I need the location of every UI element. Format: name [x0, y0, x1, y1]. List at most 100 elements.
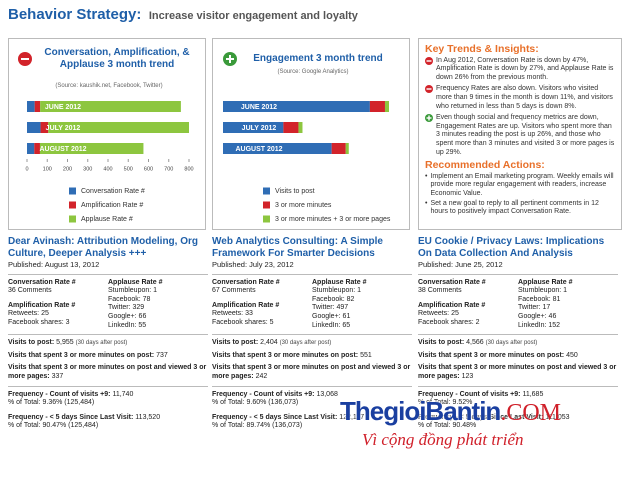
legend-swatch [69, 187, 76, 195]
published-date: Published: August 13, 2012 [8, 260, 100, 269]
category-label: JULY 2012 [242, 125, 277, 132]
category-label: AUGUST 2012 [39, 146, 86, 153]
insight-text: Frequency Rates are also down. Visitors … [436, 85, 613, 110]
x-tick-label: 600 [144, 166, 153, 172]
frequency-total: % of Total: 90.47% (125,484) [8, 422, 99, 430]
visits-value: 5,955 [56, 339, 74, 347]
category-label: JUNE 2012 [45, 104, 81, 111]
metric-heading: Applause Rate # [518, 279, 618, 288]
visits-label: Visits to post: [8, 339, 55, 347]
metric-item: Facebook: 81 [518, 295, 561, 303]
metric-heading: Conversation Rate # [8, 279, 108, 288]
minus-icon [425, 56, 433, 65]
metric-heading: Amplification Rate # [418, 302, 518, 311]
visits-label: Visits that spent 3 or more minutes on p… [212, 364, 411, 380]
metric-item: LinkedIn: 65 [312, 321, 351, 329]
metrics-right: Applause Rate # Stumbleupon: 1 Facebook: 7… [108, 279, 208, 331]
metrics-left: Conversation Rate #36 Comments Amplificat… [8, 279, 108, 331]
legend-label: Applause Rate # [81, 216, 133, 223]
frequency: Frequency - Count of visits +9: 11,685% … [418, 391, 618, 408]
minus-icon-bar [21, 58, 29, 60]
frequency: Frequency - < 5 days Since Last Visit: 1… [212, 414, 412, 431]
chart: JUNE 2012 JULY 2012 AUGUST 2012 Visits to p… [223, 52, 391, 223]
metric-item: Retweets: 33 [212, 310, 253, 318]
frequency: Frequency - < 5 days Since Last Visit: 1… [8, 414, 208, 431]
bar-segment [40, 101, 181, 112]
frequency-label: Frequency - Count of visits +9: [212, 390, 315, 398]
bar-segment [283, 122, 299, 133]
visits-label: Visits that spent 3 or more minutes on p… [8, 351, 155, 359]
frequency-value: 11,685 [522, 390, 544, 398]
chart: JUNE 2012 JULY 2012 AUGUST 2012 0 100 200 300 4… [18, 52, 194, 223]
separator [8, 334, 208, 336]
chart-title: Engagement 3 month trend [253, 53, 383, 64]
insights-panel: Key Trends & Insights: In Aug 2012, Conv… [418, 38, 622, 230]
legend-label: Amplification Rate # [81, 202, 143, 209]
visits-label: Visits that spent 3 or more minutes on p… [212, 351, 359, 359]
bar-segment [34, 101, 41, 112]
metric-item: Facebook: 82 [312, 295, 355, 303]
visits-label: Visits to post: [418, 339, 465, 347]
category-label: JUNE 2012 [241, 104, 277, 111]
metric-item: Facebook shares: 2 [418, 318, 480, 326]
metric-item: Google+: 66 [108, 312, 147, 320]
x-tick-label: 100 [43, 166, 52, 172]
insight-text: In Aug 2012, Conversation Rate is down b… [436, 56, 614, 81]
metric-item: Facebook: 78 [108, 295, 151, 303]
frequency-total: % of Total: 9.36% (125,484) [8, 399, 95, 407]
visits-value: 2,404 [260, 339, 278, 347]
metrics: Conversation Rate #36 Comments Amplificat… [8, 279, 208, 331]
legend-label: Visits to post [275, 188, 315, 195]
metric-item: Facebook shares: 5 [212, 318, 274, 326]
article-title: Dear Avinash: Attribution Modeling, Org … [8, 236, 198, 259]
bar-segment [345, 143, 349, 154]
insight: Frequency Rates are also down. Visitors … [425, 85, 615, 111]
action-text: Set a new goal to reply to all pertinent… [430, 199, 599, 216]
separator [418, 273, 618, 275]
metric-heading: Applause Rate # [108, 279, 208, 288]
bar-segment [298, 122, 303, 133]
separator [212, 385, 412, 387]
metric-item: Google+: 46 [518, 312, 557, 320]
frequency-total: % of Total: 9.52% [418, 399, 473, 407]
frequency-value: 122,117 [339, 413, 365, 421]
separator [8, 385, 208, 387]
metric-item: Twitter: 17 [518, 304, 551, 312]
legend-swatch [69, 201, 76, 209]
metrics-left: Conversation Rate #38 Comments Amplificat… [418, 279, 518, 331]
metric-item: Twitter: 497 [312, 304, 349, 312]
visits-line: Visits that spent 3 or more minutes on p… [418, 364, 618, 381]
bar-segment [34, 143, 40, 154]
legend-label: 3 or more minutes + 3 or more pages [275, 216, 391, 223]
frequency-line: Frequency - < 5 days Since Last Visit: 1… [212, 414, 412, 423]
legend-swatch [263, 215, 270, 223]
legend-swatch [263, 201, 270, 209]
metric-heading: Amplification Rate # [212, 302, 312, 311]
metric-item: Retweets: 25 [418, 310, 459, 318]
frequency-value: 13,068 [316, 390, 338, 398]
legend-swatch [69, 215, 76, 223]
frequency-total: % of Total: 90.48% [418, 422, 477, 430]
metric-label: Conversation Rate # [8, 278, 76, 286]
metric-item: 67 Comments [212, 287, 256, 295]
frequency-total: % of Total: 9.60% (136,073) [212, 399, 299, 407]
bar-segment [384, 101, 389, 112]
separator [212, 273, 412, 275]
watermark-slogan: Vì cộng đồng phát triển [362, 430, 524, 449]
article: Web Analytics Consulting: A Simple Frame… [212, 236, 412, 437]
legend-label: Conversation Rate # [81, 188, 145, 195]
bar-segment [27, 143, 35, 154]
frequency-label: Frequency - < 5 days Since Last Visit: [418, 413, 544, 421]
chart-subtitle: (Source: kaushik.net, Facebook, Twitter) [55, 83, 163, 89]
visits-value: 123 [461, 372, 474, 380]
published-date: Published: July 23, 2012 [212, 260, 294, 269]
published-date: Published: June 25, 2012 [418, 260, 503, 269]
metric-item: Google+: 61 [312, 312, 351, 320]
header-subtitle: Increase visitor engagement and loyalty [148, 10, 358, 22]
frequency-label: Frequency - < 5 days Since Last Visit: [8, 413, 134, 421]
frequency-line: Frequency - Count of visits +9: 11,740 [8, 391, 208, 400]
x-tick-label: 0 [25, 166, 28, 172]
separator [418, 334, 618, 336]
bar-segment [223, 143, 332, 154]
separator [212, 334, 412, 336]
